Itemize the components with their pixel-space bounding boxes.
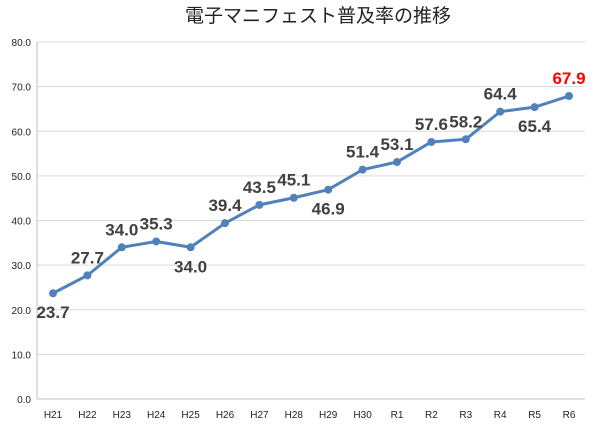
data-label: 45.1: [277, 171, 310, 190]
y-tick-label: 70.0: [12, 83, 32, 94]
data-point: [565, 91, 573, 100]
data-label: 23.7: [36, 303, 69, 322]
x-tick-label: R4: [494, 410, 507, 421]
data-point: [152, 237, 161, 246]
data-label: 64.4: [484, 85, 518, 104]
data-point: [496, 107, 505, 116]
y-tick-label: 0.0: [17, 395, 31, 406]
x-tick-label: H21: [44, 410, 63, 421]
data-label: 53.1: [380, 135, 413, 154]
data-point: [461, 135, 470, 144]
data-label: 27.7: [71, 248, 104, 267]
data-point: [427, 137, 436, 146]
y-tick-label: 50.0: [12, 172, 32, 183]
x-tick-label: H25: [181, 410, 200, 421]
data-point: [49, 289, 57, 298]
data-point: [393, 158, 401, 167]
x-tick-label: H24: [147, 410, 166, 421]
x-tick-label: R5: [528, 410, 541, 421]
x-tick-label: R6: [563, 410, 576, 421]
x-tick-label: H26: [216, 410, 235, 421]
y-tick-label: 80.0: [12, 38, 32, 49]
data-label: 35.3: [140, 214, 173, 233]
data-point: [117, 243, 126, 252]
x-tick-label: H22: [78, 410, 97, 421]
data-point: [358, 165, 367, 174]
x-tick-label: R3: [459, 410, 472, 421]
data-label: 43.5: [243, 178, 276, 197]
data-label: 51.4: [346, 143, 380, 162]
y-tick-label: 20.0: [12, 306, 32, 317]
x-tick-label: H27: [250, 410, 269, 421]
data-label: 34.0: [105, 220, 138, 239]
x-tick-label: H29: [319, 410, 338, 421]
data-point: [324, 185, 333, 194]
data-label: 58.2: [449, 112, 482, 131]
data-point: [186, 243, 195, 252]
y-tick-label: 60.0: [12, 127, 32, 138]
data-point: [255, 200, 264, 209]
data-label: 39.4: [208, 196, 242, 215]
data-label: 34.0: [174, 257, 207, 276]
x-tick-label: R2: [425, 410, 438, 421]
data-label: 46.9: [312, 200, 345, 219]
series-line: [52, 94, 570, 295]
chart-title: 電子マニフェスト普及率の推移: [185, 5, 451, 27]
data-point: [289, 193, 298, 202]
data-point: [83, 271, 92, 280]
y-tick-label: 40.0: [12, 217, 32, 228]
y-tick-label: 10.0: [12, 350, 32, 361]
x-tick-label: H28: [285, 410, 304, 421]
x-tick-label: H23: [113, 410, 132, 421]
x-tick-label: R1: [391, 410, 404, 421]
data-label: 67.9: [552, 69, 585, 88]
data-point: [221, 219, 229, 228]
data-label: 65.4: [518, 117, 552, 136]
data-point: [530, 103, 539, 112]
x-tick-label: H30: [353, 410, 372, 421]
data-label: 57.6: [415, 115, 448, 134]
y-tick-label: 30.0: [12, 261, 32, 272]
